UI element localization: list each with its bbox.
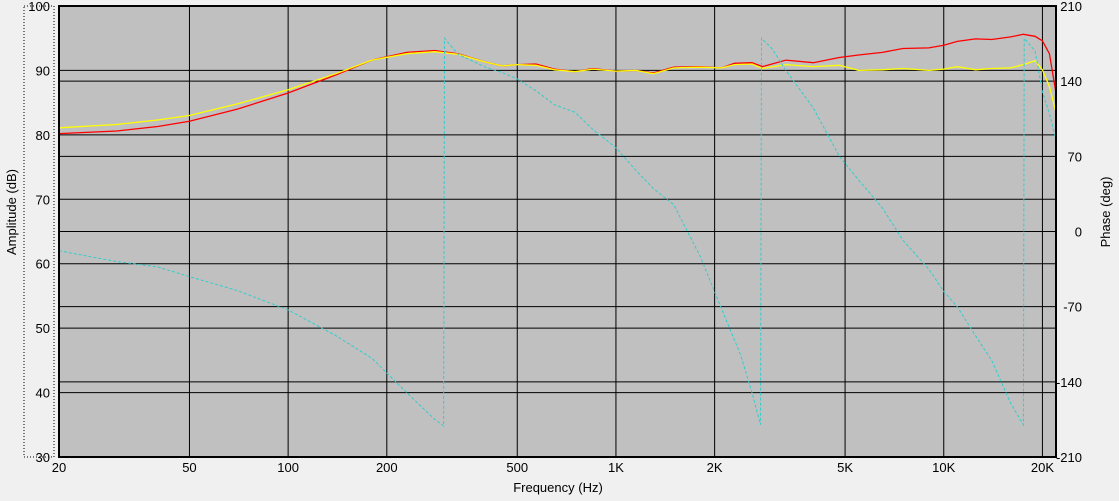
plot-frame: [58, 5, 1057, 458]
y-left-tick-label: 80: [36, 128, 50, 143]
x-axis-label: Frequency (Hz): [513, 480, 603, 495]
x-tick-label: 10K: [932, 460, 955, 475]
x-tick-label: 20: [52, 460, 66, 475]
y-left-tick-label: 100: [28, 0, 50, 14]
y-right-tick-label: -70: [1063, 300, 1082, 315]
amplitude-line-yellow: [58, 51, 1057, 129]
y-right-tick-label: 210: [1060, 0, 1082, 14]
y-right-tick-label: 0: [1075, 225, 1082, 240]
y-left-tick-label: 70: [36, 192, 50, 207]
x-tick-label: 20K: [1031, 460, 1054, 475]
x-tick-label: 100: [277, 460, 299, 475]
phase-line: [58, 36, 1057, 427]
x-tick-label: 5K: [837, 460, 853, 475]
x-tick-labels: 20 50 100 200 500 1K 2K 5K 10K 20K: [52, 460, 1055, 475]
y-right-tick-label: -210: [1056, 450, 1082, 465]
left-axis-bracket: [23, 5, 55, 458]
y-left-tick-label: 60: [36, 257, 50, 272]
y-right-tick-label: 140: [1060, 74, 1082, 89]
x-tick-label: 1K: [608, 460, 624, 475]
series-layer: [58, 33, 1057, 427]
y-right-axis-label: Phase (deg): [1098, 177, 1113, 248]
y-left-axis-label: Amplitude (dB): [4, 169, 19, 255]
y-right-tick-label: 70: [1068, 149, 1082, 164]
y-left-tick-label: 40: [36, 386, 50, 401]
x-tick-label: 500: [506, 460, 528, 475]
y-left-tick-label: 90: [36, 63, 50, 78]
x-tick-label: 2K: [707, 460, 723, 475]
y-left-tick-label: 30: [36, 450, 50, 465]
y-right-tick-label: -140: [1056, 375, 1082, 390]
y-left-tick-labels: 30 40 50 60 70 80 90 100: [28, 0, 50, 465]
y-right-tick-labels: -210 -140 -70 0 70 140 210: [1056, 0, 1082, 465]
y-left-tick-label: 50: [36, 321, 50, 336]
x-tick-label: 50: [182, 460, 196, 475]
x-tick-label: 200: [376, 460, 398, 475]
